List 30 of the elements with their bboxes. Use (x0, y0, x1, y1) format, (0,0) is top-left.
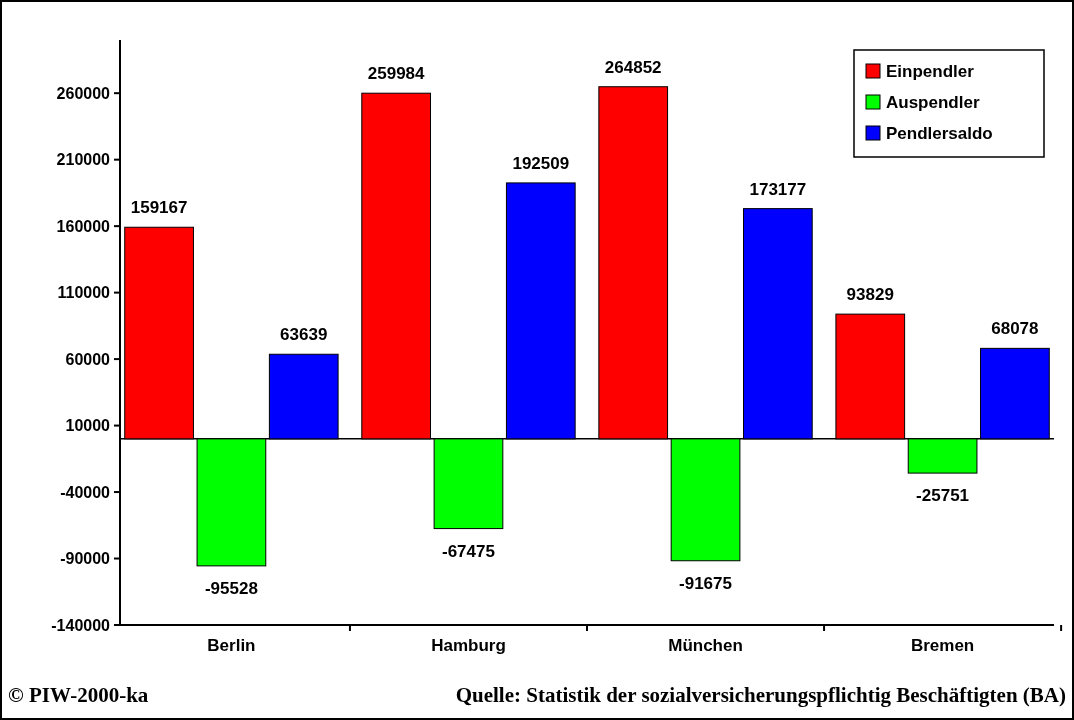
data-label: 68078 (991, 319, 1039, 339)
data-label: 173177 (749, 179, 807, 199)
data-label: 159167 (130, 198, 188, 218)
data-label: 192509 (512, 153, 570, 173)
y-tick-label: -90000 (60, 550, 111, 568)
legend-label: Einpendler (886, 61, 975, 81)
source-note: Quelle: Statistik der sozialversicherungspflichtig Beschäftigten (BA) (455, 683, 1067, 707)
x-tick-label: Hamburg (431, 636, 506, 655)
y-tick-label: -140000 (51, 616, 111, 634)
data-label: 264852 (604, 57, 662, 77)
y-tick-label: 260000 (56, 84, 111, 102)
y-tick-label: -40000 (60, 483, 111, 501)
x-tick-label: Berlin (207, 636, 256, 655)
text: © PIW-2000-ka (8, 683, 149, 707)
y-tick-label: 60000 (65, 350, 111, 368)
y-tick-label: 160000 (56, 217, 111, 235)
legend-label: Auspendler (886, 92, 980, 112)
y-tick-label: 10000 (65, 417, 111, 435)
legend-label: Pendlersaldo (886, 123, 993, 143)
y-tick-label: 110000 (57, 284, 111, 302)
data-label: 93829 (846, 285, 894, 305)
data-label: 63639 (280, 325, 328, 345)
data-label: -67475 (442, 541, 495, 561)
data-label: -95528 (204, 578, 258, 598)
data-label: -91675 (679, 573, 732, 593)
x-tick-label: Bremen (910, 636, 975, 655)
data-label: -25751 (916, 486, 970, 506)
data-label: 259984 (367, 64, 426, 84)
y-tick-label: 210000 (56, 151, 111, 169)
x-tick-label: München (668, 636, 743, 655)
